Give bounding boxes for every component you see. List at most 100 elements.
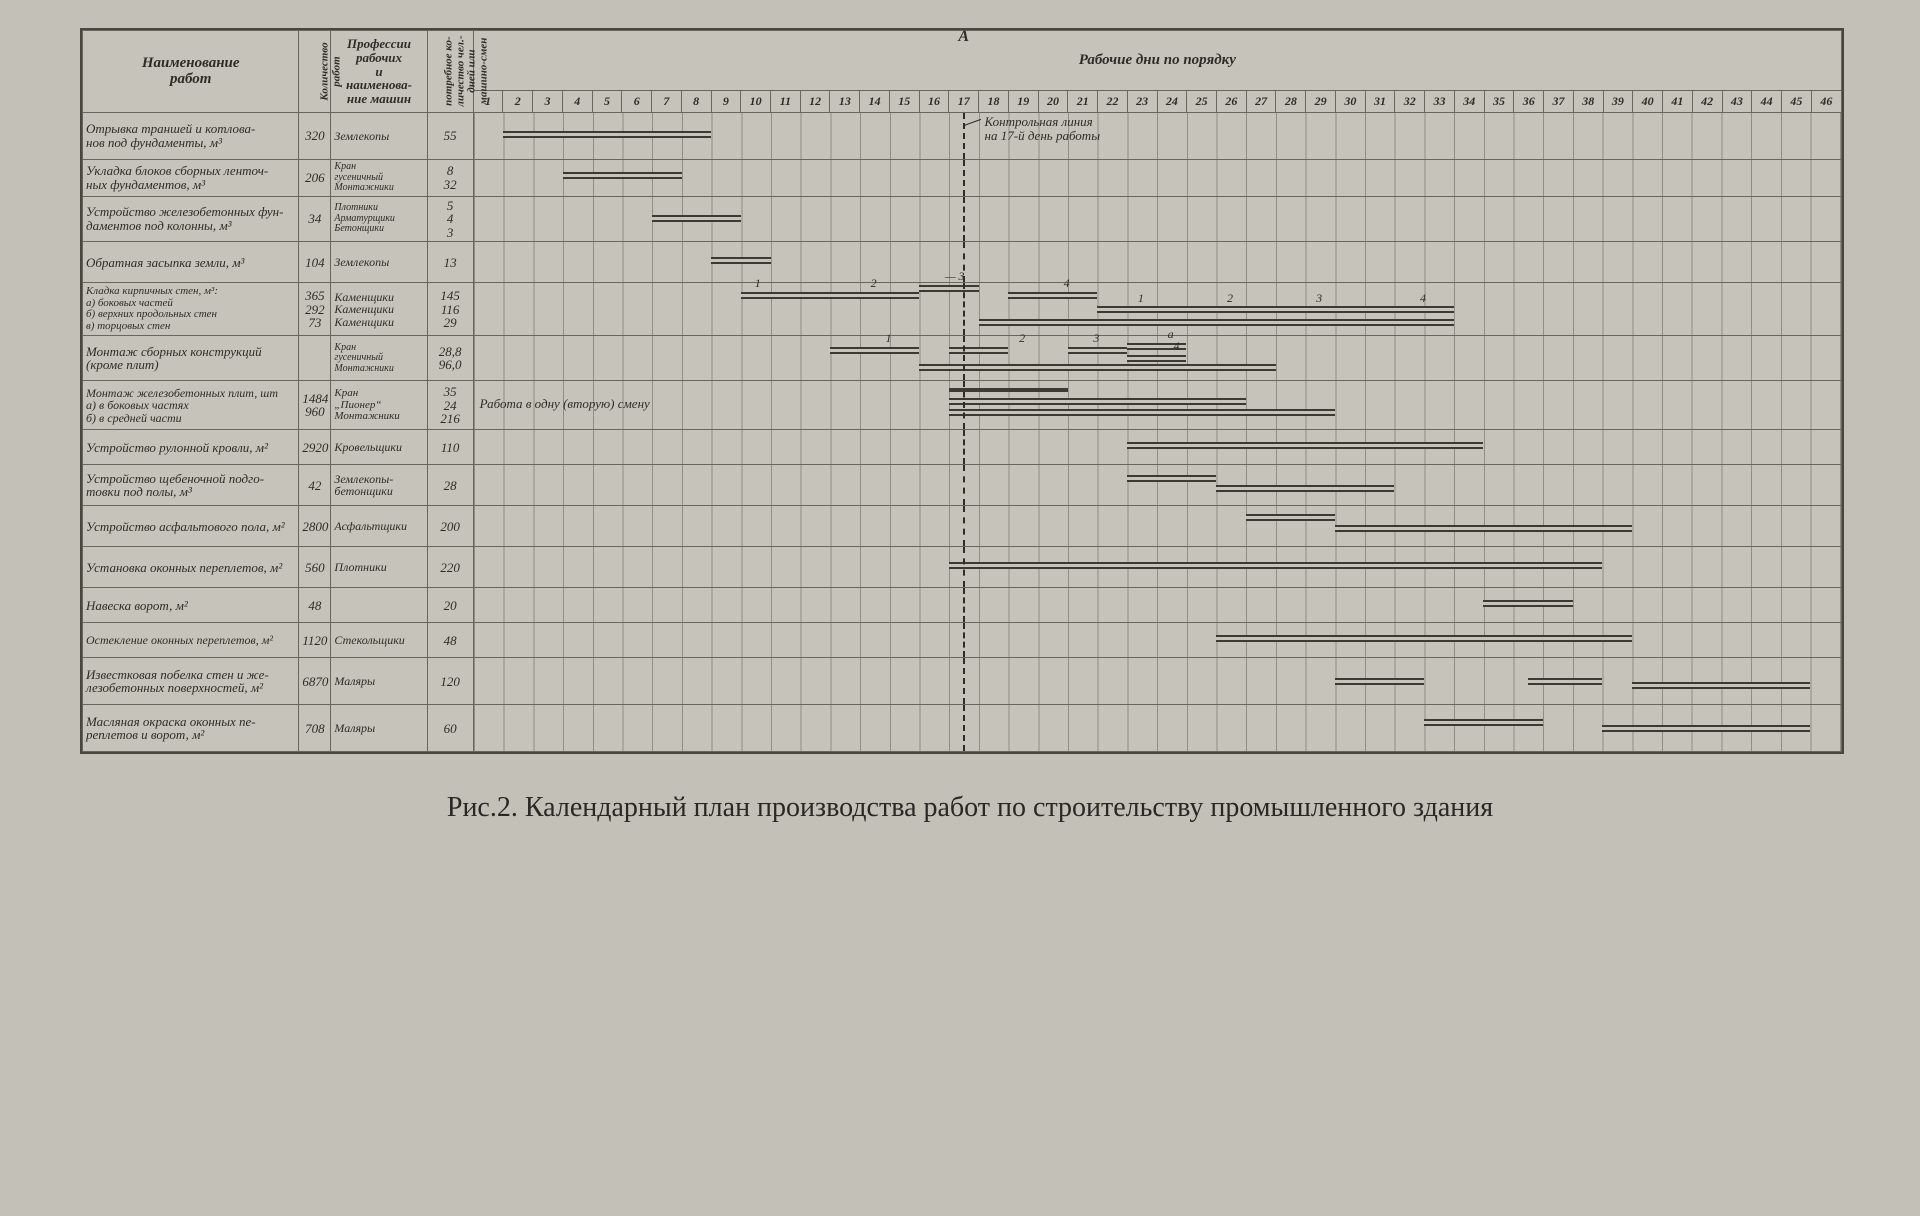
cell-chart: 12— 341234: [473, 283, 1841, 336]
cell-need: 120: [427, 658, 473, 705]
control-line: [963, 113, 965, 159]
cell-chart: [473, 547, 1841, 588]
bar-label: 4: [1174, 340, 1180, 353]
hdr-day-6: 6: [622, 91, 652, 113]
cell-name: Монтаж сборных конструкций(кроме плит): [83, 336, 299, 381]
cell-chart: [473, 430, 1841, 465]
cell-name: Устройство железобетонных фун-даментов п…: [83, 196, 299, 242]
cell-qty: 48: [299, 588, 331, 623]
table-row: Монтаж железобетонных плит, шта) в боков…: [83, 381, 1842, 430]
gantt-bar: [1365, 306, 1454, 313]
hdr-day-40: 40: [1633, 91, 1663, 113]
table-row: Отрывка траншей и котлова-нов под фундам…: [83, 113, 1842, 160]
cell-name: Укладка блоков сборных ленточ-ных фундам…: [83, 160, 299, 197]
cell-prof: Маляры: [331, 705, 427, 752]
bar-label: — 3: [945, 270, 965, 283]
control-line: [963, 588, 965, 622]
control-line: [963, 336, 965, 380]
table-body: Отрывка траншей и котлова-нов под фундам…: [83, 113, 1842, 752]
cell-need: 20: [427, 588, 473, 623]
gantt-bar: [503, 131, 711, 138]
table-frame: Наименованиеработ Количестворабот Профес…: [80, 28, 1844, 754]
cell-need: 200: [427, 506, 473, 547]
cell-prof: КаменщикиКаменщикиКаменщики: [331, 283, 427, 336]
gantt-bar: [1246, 514, 1335, 521]
cell-name: Известковая побелка стен и же-лезобетонн…: [83, 658, 299, 705]
hdr-day-27: 27: [1246, 91, 1276, 113]
hdr-day-30: 30: [1335, 91, 1365, 113]
cell-chart: [473, 196, 1841, 242]
cell-prof: Плотники: [331, 547, 427, 588]
cell-qty: 206: [299, 160, 331, 197]
control-line: [963, 465, 965, 505]
hdr-day-42: 42: [1692, 91, 1722, 113]
cell-qty: 1484960: [299, 381, 331, 430]
bar-label: 3: [1316, 292, 1322, 305]
gantt-bar: [563, 172, 682, 179]
control-line: [963, 430, 965, 464]
cell-need: 28: [427, 465, 473, 506]
cell-name: Монтаж железобетонных плит, шта) в боков…: [83, 381, 299, 430]
cell-qty: 42: [299, 465, 331, 506]
gantt-bar: [949, 562, 1602, 569]
gantt-bar: [711, 257, 770, 264]
hdr-day-13: 13: [830, 91, 860, 113]
hdr-day-43: 43: [1722, 91, 1752, 113]
cell-qty: 6870: [299, 658, 331, 705]
control-line: [963, 160, 965, 196]
hdr-day-23: 23: [1127, 91, 1157, 113]
hdr-day-38: 38: [1573, 91, 1603, 113]
gantt-bar: [1127, 475, 1216, 482]
bar-label: 1: [1138, 292, 1144, 305]
cell-chart: [473, 658, 1841, 705]
control-line-note: Контрольная линияна 17-й день работы: [985, 115, 1100, 142]
gantt-bar: [1483, 600, 1572, 607]
hdr-day-16: 16: [919, 91, 949, 113]
gantt-bar: [741, 292, 830, 299]
gantt-bar: [1097, 306, 1186, 313]
cell-chart: [473, 588, 1841, 623]
hdr-day-46: 46: [1811, 91, 1841, 113]
cell-prof: Маляры: [331, 658, 427, 705]
gantt-bar: [1186, 306, 1275, 313]
bar-label: 1: [885, 332, 891, 345]
hdr-day-22: 22: [1098, 91, 1128, 113]
hdr-day-32: 32: [1395, 91, 1425, 113]
hdr-day-29: 29: [1306, 91, 1336, 113]
control-line: [963, 623, 965, 657]
control-line: [963, 197, 965, 242]
gantt-bar: [1602, 725, 1810, 732]
cell-prof: Стекольщики: [331, 623, 427, 658]
cell-chart: [473, 623, 1841, 658]
hdr-day-11: 11: [771, 91, 801, 113]
cell-need: 28,896,0: [427, 336, 473, 381]
hdr-day-45: 45: [1781, 91, 1811, 113]
bar-label: 3: [1093, 332, 1099, 345]
cell-need: 48: [427, 623, 473, 658]
gantt-bar: [1068, 347, 1127, 354]
hdr-day-12: 12: [800, 91, 830, 113]
cell-need: 14511629: [427, 283, 473, 336]
cell-qty: 34: [299, 196, 331, 242]
gantt-bar: [1127, 355, 1186, 362]
cell-need: 60: [427, 705, 473, 752]
cell-prof: [331, 588, 427, 623]
hdr-day-44: 44: [1752, 91, 1782, 113]
cell-qty: 2800: [299, 506, 331, 547]
table-row: Остекление оконных переплетов, м²1120Сте…: [83, 623, 1842, 658]
bar-label: 2: [1019, 332, 1025, 345]
cell-chart: [473, 705, 1841, 752]
hdr-day-17: 17: [949, 91, 979, 113]
bar-label: 4: [1420, 292, 1426, 305]
control-line-leader: [964, 119, 981, 126]
cell-prof: Землекопы-бетонщики: [331, 465, 427, 506]
cell-qty: 1120: [299, 623, 331, 658]
gantt-bar: [1008, 292, 1097, 299]
cell-need: 220: [427, 547, 473, 588]
hdr-day-10: 10: [741, 91, 771, 113]
table-row: Навеска ворот, м²4820: [83, 588, 1842, 623]
cell-need: 13: [427, 242, 473, 283]
cell-chart: [473, 160, 1841, 197]
hdr-day-3: 3: [533, 91, 563, 113]
hdr-day-14: 14: [860, 91, 890, 113]
